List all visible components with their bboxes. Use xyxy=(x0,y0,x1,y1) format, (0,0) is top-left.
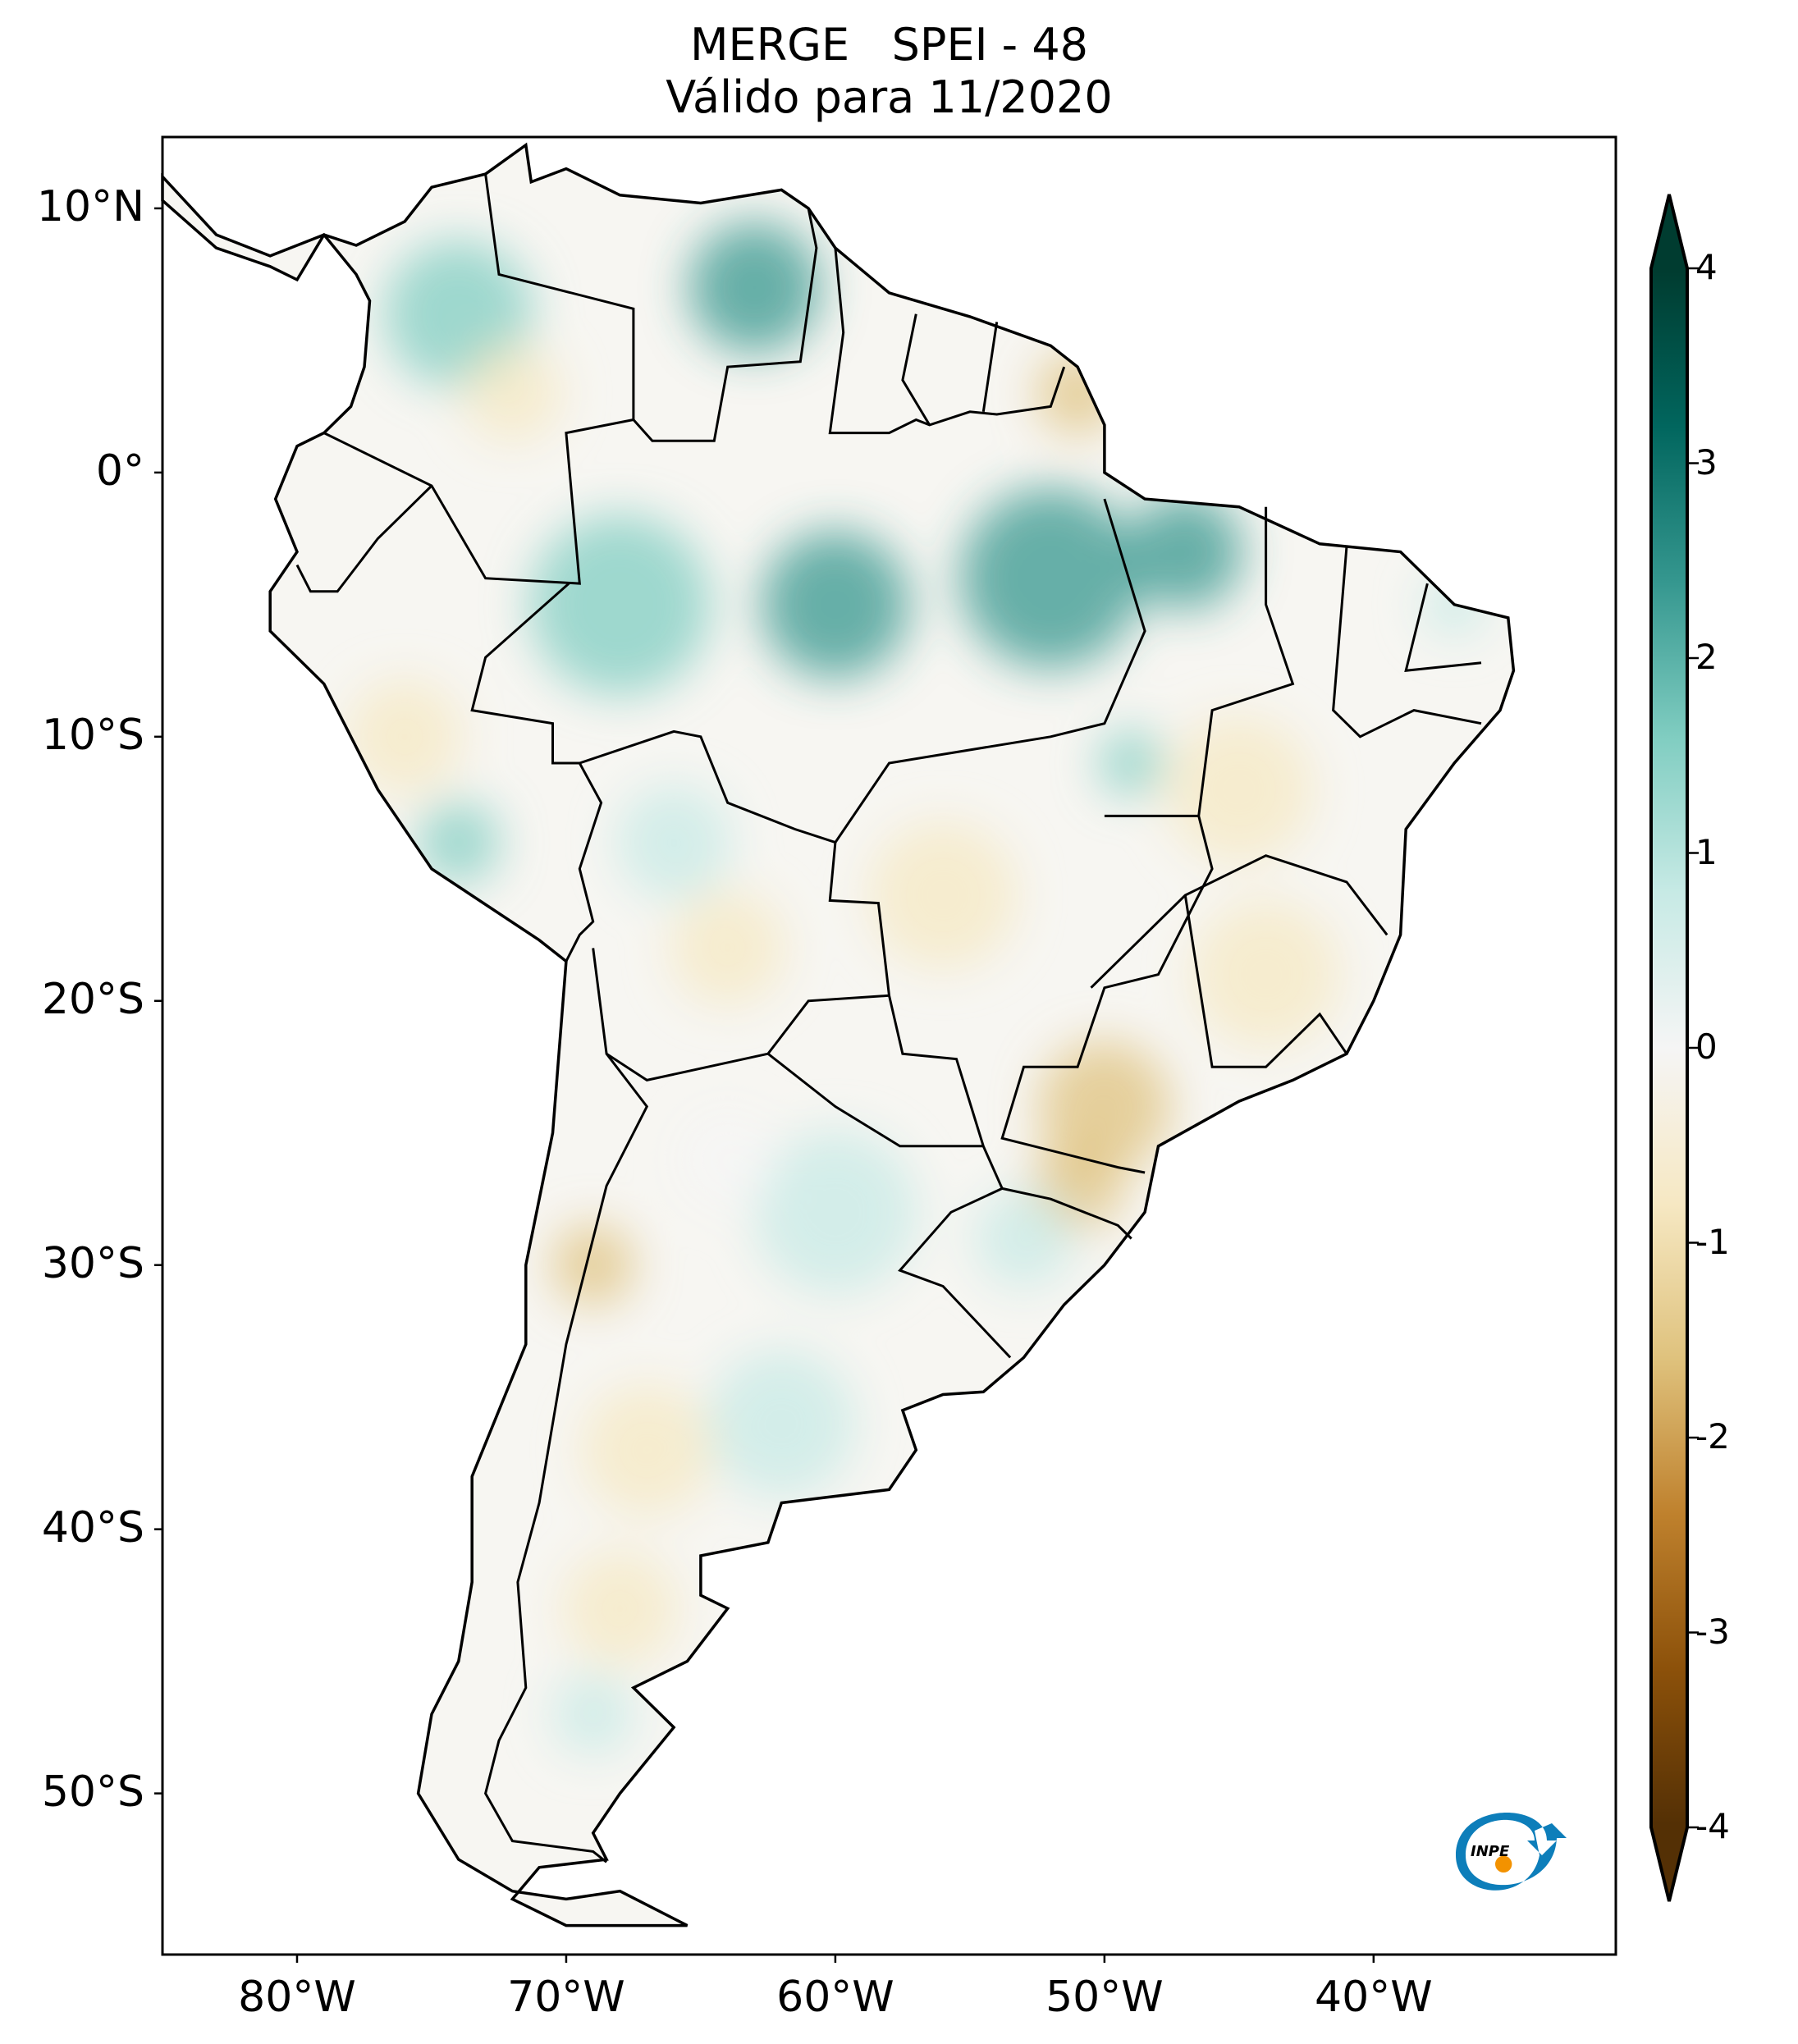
country-border xyxy=(1001,1187,1132,1240)
axis-ticks xyxy=(154,207,1375,1963)
spei-anomaly-patch xyxy=(551,1673,634,1756)
spei-anomaly-patch xyxy=(529,514,711,695)
spei-anomaly-patch xyxy=(562,1551,678,1667)
spei-anomaly-patch xyxy=(761,530,909,679)
lon-tick-label: 80°W xyxy=(238,1973,356,2022)
spei-anomaly-patch xyxy=(960,487,1141,669)
country-border xyxy=(834,498,1146,844)
spei-anomaly-patch xyxy=(753,1130,917,1295)
country-border xyxy=(981,322,999,413)
spei-anomaly-patch xyxy=(707,1349,856,1498)
spei-anomaly-patch xyxy=(1192,900,1340,1049)
spei-anomaly-patch xyxy=(670,890,785,1006)
lon-tick-label: 70°W xyxy=(507,1973,625,2022)
country-border xyxy=(1090,854,1389,989)
spei-anomaly-patch xyxy=(869,821,1018,969)
colorbar-tick-label: -3 xyxy=(1695,1611,1730,1652)
country-border xyxy=(323,173,635,585)
spei-anomaly-patch xyxy=(581,1384,713,1516)
spei-anomaly-patch xyxy=(689,222,821,354)
lon-tick-label: 50°W xyxy=(1045,1973,1164,2022)
country-border xyxy=(295,484,433,593)
country-border xyxy=(483,1053,649,1863)
country-border xyxy=(632,208,818,442)
country-border xyxy=(766,1053,984,1148)
spei-anomaly-patch xyxy=(1128,494,1243,610)
spei-anomaly-patch xyxy=(974,1189,1073,1288)
spei-anomaly-patch xyxy=(616,784,732,900)
plot-frame xyxy=(161,135,1617,1956)
spei-anomaly-patch xyxy=(463,344,562,443)
inpe-logo: INPE xyxy=(1456,1812,1567,1891)
lat-tick-label: 40°S xyxy=(41,1502,144,1552)
lat-tick-label: 20°S xyxy=(41,974,144,1024)
coastline xyxy=(161,142,1516,1927)
map-title: MERGE SPEI - 48 xyxy=(689,19,1089,71)
colorbar-tick-label: 0 xyxy=(1695,1027,1718,1067)
colorbar xyxy=(1649,194,1689,1902)
spei-anomaly-patch xyxy=(1098,730,1164,797)
colorbar-tick-label: 2 xyxy=(1695,637,1718,677)
colorbar-tick-label: 3 xyxy=(1695,441,1718,482)
lon-tick-label: 40°W xyxy=(1315,1973,1433,2022)
country-border xyxy=(592,948,890,1081)
lat-tick-label: 10°N xyxy=(36,181,144,231)
colorbar-tick-label: -2 xyxy=(1695,1416,1730,1456)
colorbar-tick-label: -1 xyxy=(1695,1221,1730,1262)
spei-anomaly-patch xyxy=(678,1109,777,1209)
country-border xyxy=(901,313,931,426)
lat-tick-label: 50°S xyxy=(41,1767,144,1817)
spei-anomaly-patch xyxy=(1164,716,1313,864)
colorbar-tick-label: -4 xyxy=(1695,1806,1730,1846)
map-subtitle: Válido para 11/2020 xyxy=(666,71,1113,123)
lat-tick-label: 30°S xyxy=(41,1238,144,1288)
country-border xyxy=(1332,546,1482,738)
colorbar-tick-label: 4 xyxy=(1695,247,1718,287)
logo-sun xyxy=(1495,1855,1512,1873)
spei-anomaly-patch xyxy=(347,679,463,794)
country-border xyxy=(1404,583,1482,673)
spei-anomaly-patch xyxy=(417,801,500,884)
country-border xyxy=(828,248,1066,435)
country-border xyxy=(1000,506,1295,1174)
spei-anomaly-patch xyxy=(1038,1040,1170,1173)
lat-tick-label: 0° xyxy=(95,446,144,496)
country-border xyxy=(1183,894,1348,1068)
logo-text: INPE xyxy=(1471,1843,1510,1860)
colorbar-tick-label: 1 xyxy=(1695,831,1718,872)
spei-anomaly-patch xyxy=(551,1223,634,1306)
colorbar-ticks xyxy=(1687,267,1699,1829)
country-borders xyxy=(295,173,1482,1863)
lon-tick-label: 60°W xyxy=(776,1973,894,2022)
lat-tick-label: 10°S xyxy=(41,710,144,760)
